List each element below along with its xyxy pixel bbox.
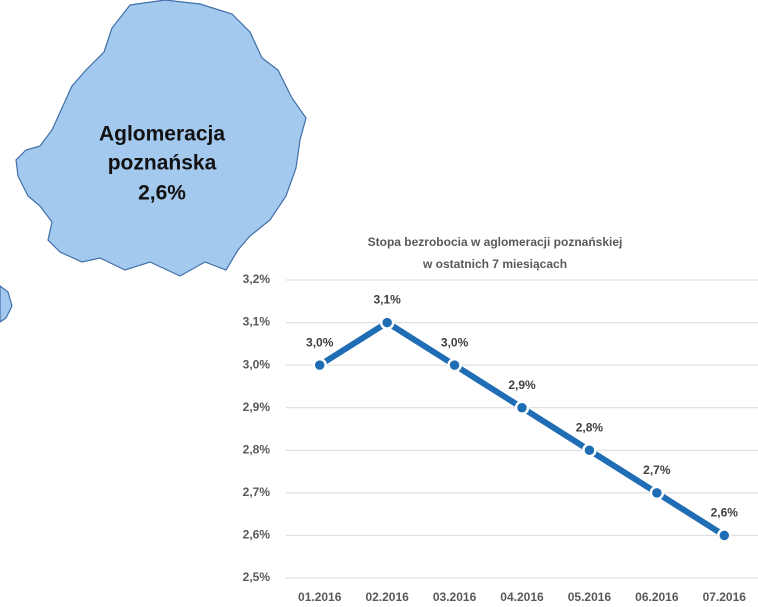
y-tick-label: 2,7% bbox=[243, 485, 271, 499]
data-point bbox=[514, 400, 530, 415]
map-label: Aglomeracja bbox=[99, 123, 225, 146]
data-label: 2,9% bbox=[508, 378, 536, 392]
y-tick-label: 2,9% bbox=[243, 400, 271, 414]
data-point bbox=[717, 528, 732, 543]
data-label: 2,6% bbox=[711, 506, 739, 520]
x-tick-label: 01.2016 bbox=[298, 590, 342, 604]
data-label: 2,7% bbox=[643, 463, 671, 477]
map-region bbox=[15, 0, 307, 277]
data-point bbox=[312, 357, 327, 373]
data-line bbox=[318, 319, 726, 538]
x-tick-label: 07.2016 bbox=[703, 590, 747, 604]
y-tick-label: 2,8% bbox=[243, 442, 271, 456]
data-point bbox=[582, 443, 597, 458]
data-label: 3,1% bbox=[373, 293, 401, 307]
x-tick-label: 05.2016 bbox=[568, 590, 612, 604]
data-point bbox=[447, 357, 462, 373]
y-tick-label: 3,2% bbox=[243, 272, 271, 286]
y-tick-label: 2,5% bbox=[243, 570, 271, 584]
x-tick-label: 04.2016 bbox=[500, 590, 544, 604]
chart-title: w ostatnich 7 miesiącach bbox=[422, 257, 567, 271]
x-tick-label: 06.2016 bbox=[635, 590, 679, 604]
map-label: 2,6% bbox=[138, 182, 186, 205]
x-tick-label: 02.2016 bbox=[365, 590, 409, 604]
chart-title: Stopa bezrobocia w aglomeracji poznański… bbox=[368, 235, 623, 249]
x-tick-label: 03.2016 bbox=[433, 590, 477, 604]
data-point bbox=[649, 485, 665, 501]
y-tick-label: 3,0% bbox=[243, 357, 271, 371]
data-label: 2,8% bbox=[576, 420, 604, 434]
y-tick-label: 2,6% bbox=[243, 528, 271, 542]
data-label: 3,0% bbox=[441, 335, 469, 349]
data-point bbox=[379, 315, 395, 330]
map-label: poznańska bbox=[108, 152, 217, 175]
map-fragment bbox=[0, 285, 13, 323]
y-tick-label: 3,1% bbox=[243, 315, 271, 329]
data-label: 3,0% bbox=[306, 335, 334, 349]
